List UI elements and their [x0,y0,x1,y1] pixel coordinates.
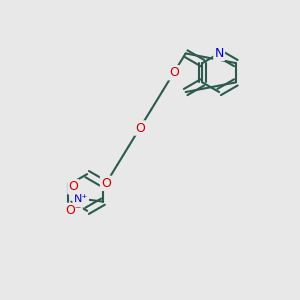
Text: O: O [169,66,179,79]
Text: N: N [214,47,224,60]
Text: N⁺: N⁺ [74,194,88,204]
Text: O: O [68,180,78,193]
Text: O: O [101,177,111,190]
Text: O: O [135,122,145,134]
Text: O⁻: O⁻ [65,204,82,217]
